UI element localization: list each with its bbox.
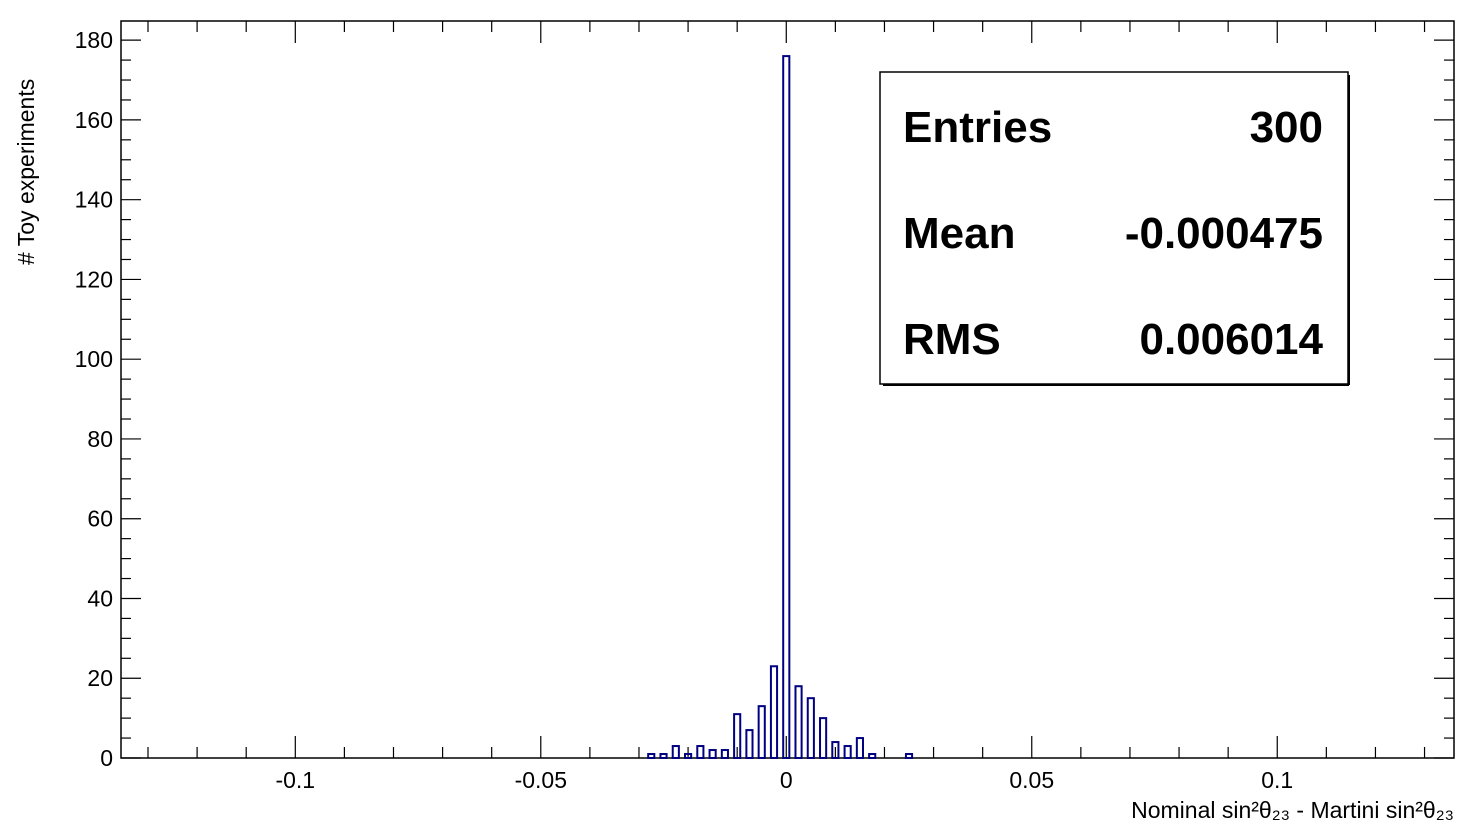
stats-value: -0.000475 <box>1125 209 1323 258</box>
y-tick-label: 80 <box>87 426 113 452</box>
y-tick-label: 100 <box>75 346 113 372</box>
y-tick-label: 40 <box>87 585 113 611</box>
y-tick-label: 180 <box>75 27 113 53</box>
bar <box>843 745 852 759</box>
y-tick-label: 20 <box>87 665 113 691</box>
x-tick-label: 0 <box>780 767 793 793</box>
bar <box>684 753 693 759</box>
bar <box>806 697 815 760</box>
bar <box>868 753 877 759</box>
bar <box>745 729 754 759</box>
stats-box <box>879 71 1349 385</box>
stats-label: RMS <box>903 315 1001 364</box>
bar <box>782 55 791 760</box>
y-tick-label: 160 <box>75 107 113 133</box>
stats-label: Entries <box>903 103 1052 152</box>
x-tick-label: 0.1 <box>1261 767 1293 793</box>
bar <box>708 749 717 759</box>
bar <box>647 753 656 759</box>
stats-label: Mean <box>903 209 1015 258</box>
bar <box>720 749 729 759</box>
bar <box>831 741 840 759</box>
x-tick-label: -0.05 <box>515 767 567 793</box>
y-tick-label: 120 <box>75 266 113 292</box>
y-tick-label: 0 <box>100 745 113 771</box>
bar <box>904 753 914 759</box>
bar <box>757 705 766 760</box>
stats-value: 300 <box>1250 103 1323 152</box>
bar <box>696 745 705 759</box>
y-tick-label: 140 <box>75 187 113 213</box>
y-tick-label: 60 <box>87 506 113 532</box>
y-axis-label: # Toy experiments <box>13 79 39 265</box>
bar <box>819 717 828 759</box>
bar <box>855 737 864 759</box>
bar <box>769 665 779 759</box>
bar <box>671 745 680 759</box>
stats-value: 0.006014 <box>1139 315 1323 364</box>
bar <box>794 685 803 760</box>
x-axis-label: Nominal sin²θ₂₃ - Martini sin²θ₂₃ <box>1131 797 1454 823</box>
x-tick-label: 0.05 <box>1009 767 1054 793</box>
x-tick-label: -0.1 <box>275 767 315 793</box>
bar <box>733 713 742 760</box>
bar <box>659 753 668 759</box>
